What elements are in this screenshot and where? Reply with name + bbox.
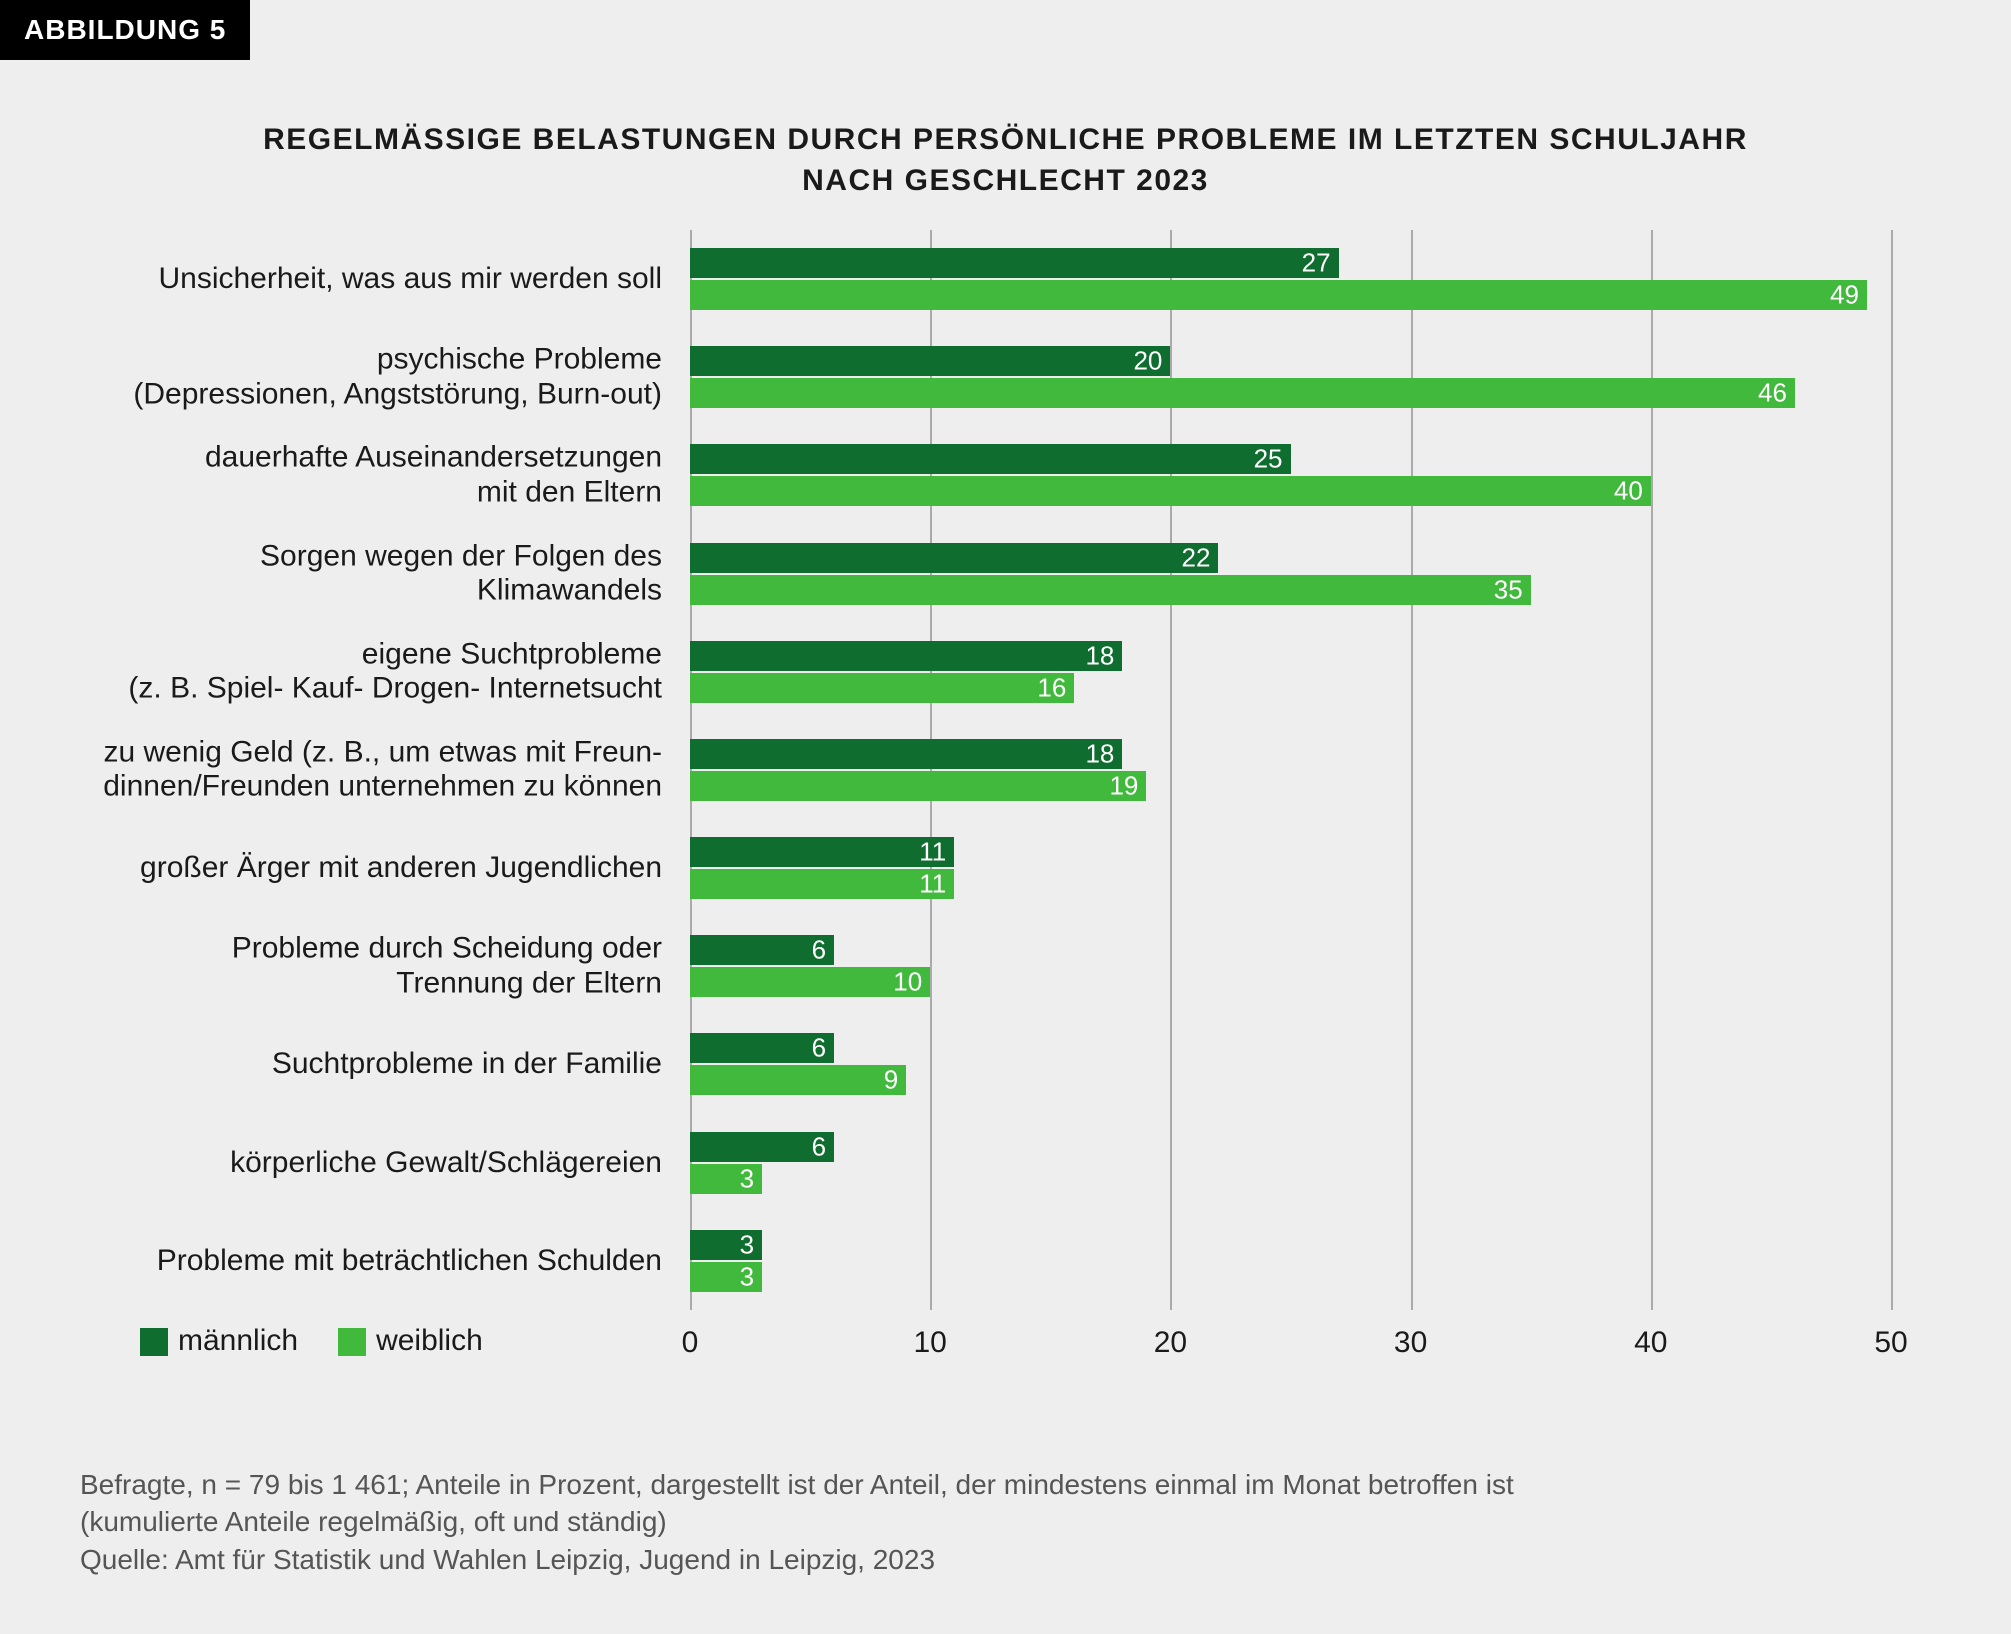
bar-group: 27 49 — [690, 246, 1891, 312]
bar-value: 9 — [884, 1065, 898, 1096]
bar-w: 40 — [690, 476, 1651, 506]
bar-m: 18 — [690, 641, 1122, 671]
bar-value: 16 — [1037, 672, 1066, 703]
category-label: zu wenig Geld (z. B., um etwas mit Freun… — [103, 735, 680, 804]
chart-row: Probleme mit beträchtlichen Schulden 33 — [80, 1212, 1891, 1310]
legend-item-female: weiblich — [338, 1324, 483, 1358]
legend-item-male: männlich — [140, 1324, 298, 1358]
bar-group: 1819 — [690, 737, 1891, 803]
bar-m: 27 — [690, 248, 1339, 278]
category-label: Unsicherheit, was aus mir werden soll — [158, 262, 680, 297]
bar-value: 19 — [1109, 770, 1138, 801]
bar-m: 25 — [690, 444, 1291, 474]
chart-row: Suchtprobleme in der Familie69 — [80, 1015, 1891, 1113]
bar-m: 6 — [690, 1132, 834, 1162]
legend-swatch-female — [338, 1328, 366, 1356]
legend-swatch-male — [140, 1328, 168, 1356]
bar-w: 35 — [690, 575, 1531, 605]
bar-value: 46 — [1758, 378, 1787, 409]
category-label: Suchtprobleme in der Familie — [272, 1047, 680, 1082]
bar-w: 16 — [690, 673, 1074, 703]
bar-value: 6 — [812, 935, 826, 966]
chart-row: eigene Suchtprobleme (z. B. Spiel- Kauf-… — [80, 623, 1891, 721]
bar-value: 49 — [1830, 280, 1859, 311]
bar-value: 27 — [1302, 248, 1331, 279]
chart-title: REGELMÄSSIGE BELASTUNGEN DURCH PERSÖNLIC… — [0, 120, 2011, 201]
x-tick-label: 50 — [1874, 1326, 1907, 1360]
legend: männlich weiblich — [140, 1324, 483, 1358]
bar-value: 18 — [1085, 738, 1114, 769]
footnote: Befragte, n = 79 bis 1 461; Anteile in P… — [80, 1466, 1931, 1579]
bar-group: 2046 — [690, 344, 1891, 410]
bar-m: 6 — [690, 1033, 834, 1063]
gridline — [1891, 230, 1893, 1310]
category-label: dauerhafte Auseinandersetzungen mit den … — [205, 441, 680, 510]
bar-m: 6 — [690, 935, 834, 965]
bar-m: 11 — [690, 837, 954, 867]
chart-row: psychische Probleme (Depressionen, Angst… — [80, 328, 1891, 426]
chart-row: Probleme durch Scheidung oder Trennung d… — [80, 917, 1891, 1015]
x-tick-label: 40 — [1634, 1326, 1667, 1360]
bar-w: 3 — [690, 1262, 762, 1292]
chart-row: zu wenig Geld (z. B., um etwas mit Freun… — [80, 721, 1891, 819]
bar-group: 22 35 — [690, 541, 1891, 607]
category-label: eigene Suchtprobleme (z. B. Spiel- Kauf-… — [128, 637, 680, 706]
bar-value: 6 — [812, 1131, 826, 1162]
category-label: Probleme mit beträchtlichen Schulden — [157, 1244, 680, 1279]
legend-label-male: männlich — [178, 1324, 298, 1357]
bar-value: 40 — [1614, 476, 1643, 507]
bar-w: 3 — [690, 1164, 762, 1194]
x-tick-label: 20 — [1154, 1326, 1187, 1360]
bar-value: 20 — [1133, 346, 1162, 377]
bar-group: 63 — [690, 1130, 1891, 1196]
bar-value: 6 — [812, 1033, 826, 1064]
chart-row: dauerhafte Auseinandersetzungen mit den … — [80, 426, 1891, 524]
bar-m: 22 — [690, 543, 1218, 573]
chart-row: Sorgen wegen der Folgen des Klimawandels… — [80, 525, 1891, 623]
bar-group: 6 10 — [690, 933, 1891, 999]
bar-w: 10 — [690, 967, 930, 997]
bar-group: 1111 — [690, 835, 1891, 901]
x-tick-label: 30 — [1394, 1326, 1427, 1360]
bar-value: 25 — [1254, 444, 1283, 475]
category-label: großer Ärger mit anderen Jugendlichen — [140, 851, 680, 886]
bar-value: 35 — [1494, 574, 1523, 605]
legend-label-female: weiblich — [376, 1324, 483, 1357]
x-tick-label: 10 — [914, 1326, 947, 1360]
chart-row: großer Ärger mit anderen Jugendlichen 111… — [80, 819, 1891, 917]
bar-value: 3 — [740, 1261, 754, 1292]
bar-group: 33 — [690, 1228, 1891, 1294]
bar-w: 19 — [690, 771, 1146, 801]
bar-value: 11 — [919, 869, 946, 900]
figure-badge: ABBILDUNG 5 — [0, 0, 250, 60]
bar-value: 11 — [919, 837, 946, 868]
chart-area: Unsicherheit, was aus mir werden soll 27 4… — [80, 230, 1931, 1380]
x-tick-label: 0 — [682, 1326, 699, 1360]
bar-w: 46 — [690, 378, 1795, 408]
bar-value: 10 — [893, 967, 922, 998]
category-label: körperliche Gewalt/Schlägereien — [230, 1145, 680, 1180]
bar-group: 25 40 — [690, 442, 1891, 508]
chart-row: körperliche Gewalt/Schlägereien63 — [80, 1114, 1891, 1212]
bar-group: 69 — [690, 1031, 1891, 1097]
category-label: Probleme durch Scheidung oder Trennung d… — [232, 932, 680, 1001]
bar-value: 3 — [740, 1163, 754, 1194]
bar-m: 3 — [690, 1230, 762, 1260]
chart-rows: Unsicherheit, was aus mir werden soll 27 4… — [80, 230, 1891, 1310]
bar-m: 20 — [690, 346, 1170, 376]
figure: ABBILDUNG 5 REGELMÄSSIGE BELASTUNGEN DUR… — [0, 0, 2011, 1634]
category-label: Sorgen wegen der Folgen des Klimawandels — [80, 539, 680, 608]
bar-value: 22 — [1182, 542, 1211, 573]
bar-w: 9 — [690, 1065, 906, 1095]
bar-w: 49 — [690, 280, 1867, 310]
bar-w: 11 — [690, 869, 954, 899]
bar-value: 3 — [740, 1229, 754, 1260]
bar-group: 1816 — [690, 639, 1891, 705]
bar-value: 18 — [1085, 640, 1114, 671]
category-label: psychische Probleme (Depressionen, Angst… — [133, 343, 680, 412]
bar-m: 18 — [690, 739, 1122, 769]
chart-row: Unsicherheit, was aus mir werden soll 27 4… — [80, 230, 1891, 328]
